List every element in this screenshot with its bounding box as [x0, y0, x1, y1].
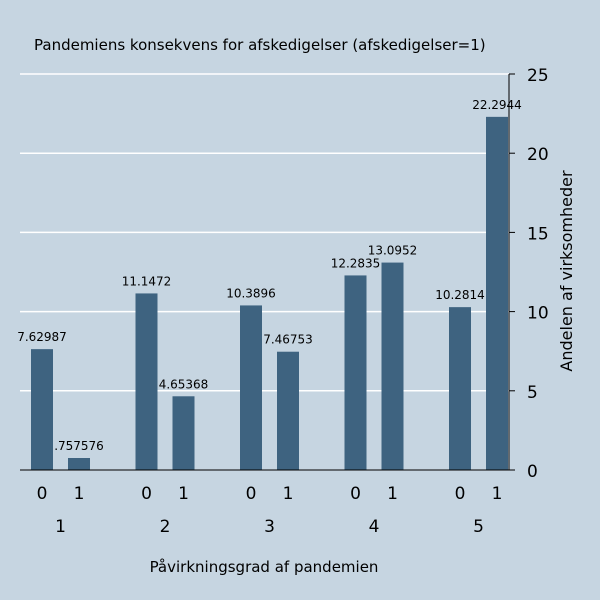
bar-data-label: 10.2814 [435, 288, 485, 302]
group-label: 4 [369, 517, 380, 537]
x-tick-label: 1 [387, 484, 398, 504]
labels: 05101520257.629870.7575761111.147204.653… [17, 66, 548, 537]
y-axis-title: Andelen af virksomheder [557, 170, 576, 372]
group-label: 3 [264, 517, 275, 537]
x-tick-label: 1 [178, 484, 189, 504]
grid-lines [20, 73, 509, 392]
bar [449, 307, 471, 470]
x-tick-label: 0 [246, 484, 257, 504]
y-tick-label: 20 [527, 145, 549, 165]
bar-data-label: 7.62987 [17, 330, 67, 344]
y-tick-label: 25 [527, 66, 549, 86]
y-tick-label: 0 [527, 462, 538, 482]
bar [381, 262, 404, 470]
group-label: 5 [473, 517, 484, 537]
x-axis-title: Påvirkningsgrad af pandemien [150, 558, 379, 576]
bar-data-label: 11.1472 [122, 274, 172, 288]
bars [31, 116, 508, 471]
y-tick-label: 10 [527, 304, 549, 324]
bar-data-label: 4.65368 [159, 377, 209, 391]
x-tick-label: 1 [74, 484, 85, 504]
bar-data-label: 22.2944 [472, 98, 522, 112]
bar [172, 396, 195, 470]
bar [68, 458, 90, 470]
x-tick-label: 0 [37, 484, 48, 504]
bar-data-label: .757576 [54, 439, 104, 453]
x-tick-label: 0 [350, 484, 361, 504]
x-tick-label: 0 [455, 484, 466, 504]
bar [344, 275, 367, 470]
x-tick-label: 1 [283, 484, 294, 504]
x-tick-label: 0 [141, 484, 152, 504]
bar [277, 351, 299, 470]
group-label: 1 [55, 517, 66, 537]
bar-data-label: 7.46753 [263, 333, 313, 347]
bar-data-label: 13.0952 [368, 244, 418, 258]
bar [135, 293, 158, 470]
x-tick-label: 1 [492, 484, 503, 504]
y-tick-label: 15 [527, 224, 549, 244]
bar [31, 349, 53, 470]
bar [240, 305, 262, 470]
bar [486, 116, 508, 471]
group-label: 2 [160, 517, 171, 537]
axes [20, 73, 515, 471]
y-tick-label: 5 [527, 383, 538, 403]
bar-data-label: 10.3896 [226, 286, 276, 300]
bar-data-label: 12.2835 [331, 256, 381, 270]
chart-title: Pandemiens konsekvens for afskedigelser … [34, 36, 486, 54]
